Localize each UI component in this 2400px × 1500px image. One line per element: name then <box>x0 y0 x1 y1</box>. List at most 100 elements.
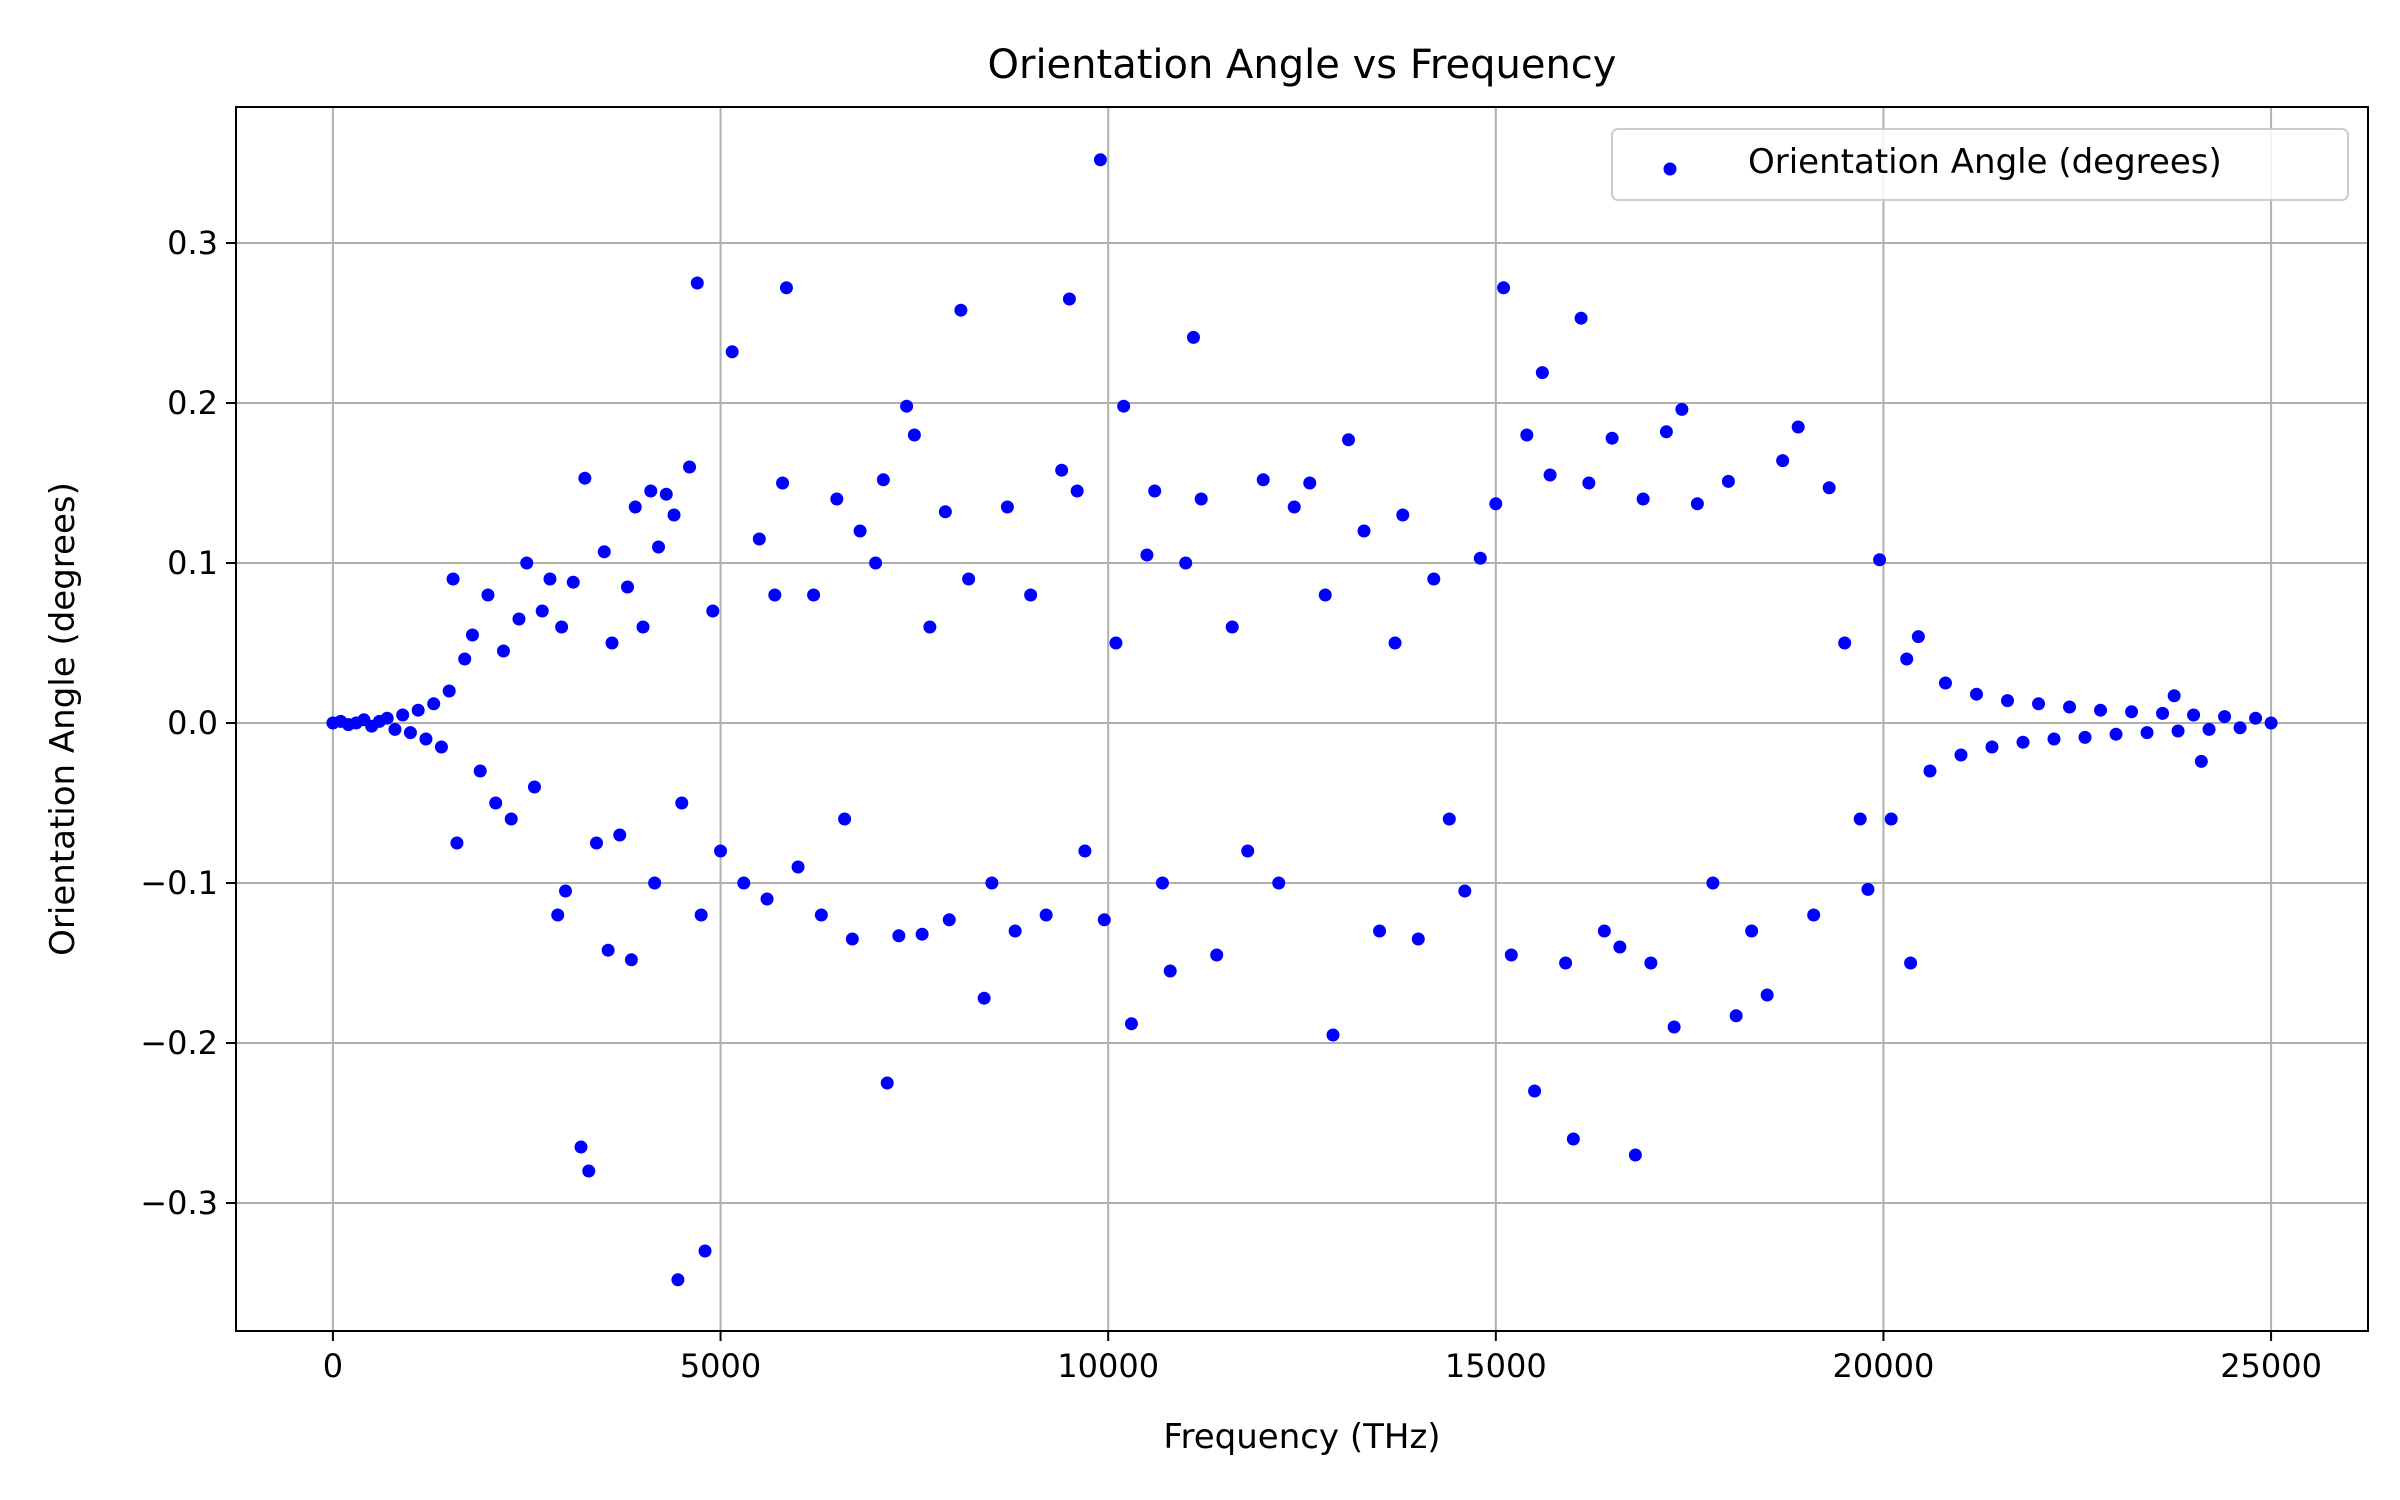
data-point <box>1210 948 1224 962</box>
data-point <box>1008 924 1022 938</box>
x-axis-label: Frequency (THz) <box>1163 1417 1440 1457</box>
data-point <box>566 575 580 589</box>
data-point <box>2249 711 2263 725</box>
data-point <box>853 524 867 538</box>
data-point <box>1706 876 1720 890</box>
data-point <box>590 836 604 850</box>
data-point <box>1559 956 1573 970</box>
data-point <box>2171 724 2185 738</box>
data-point <box>1566 1132 1580 1146</box>
data-point <box>1497 281 1511 295</box>
data-point <box>419 732 433 746</box>
data-point <box>582 1164 596 1178</box>
data-point <box>555 620 569 634</box>
data-point <box>489 796 503 810</box>
data-point <box>1000 500 1014 514</box>
data-point <box>1388 636 1402 650</box>
data-point <box>636 620 650 634</box>
data-point <box>1985 740 1999 754</box>
data-point <box>2194 754 2208 768</box>
data-point <box>1504 948 1518 962</box>
data-point <box>683 460 697 474</box>
data-point <box>1807 908 1821 922</box>
data-point <box>675 796 689 810</box>
data-point <box>648 876 662 890</box>
data-point <box>512 612 526 626</box>
data-point <box>1039 908 1053 922</box>
data-point <box>446 572 460 586</box>
data-point <box>1675 402 1689 416</box>
data-point <box>1659 425 1673 439</box>
data-point <box>838 812 852 826</box>
y-tick-label: −0.1 <box>140 864 218 902</box>
data-point <box>1256 473 1270 487</box>
data-point <box>690 276 704 290</box>
data-point <box>578 471 592 485</box>
data-point <box>1241 844 1255 858</box>
data-point <box>1628 1148 1642 1162</box>
data-point <box>1124 1017 1138 1031</box>
data-point <box>403 726 417 740</box>
data-point <box>1667 1020 1681 1034</box>
data-point <box>1904 956 1918 970</box>
data-point <box>1729 1009 1743 1023</box>
data-point <box>520 556 534 570</box>
data-point <box>597 545 611 559</box>
y-axis-label: Orientation Angle (degrees) <box>43 482 83 956</box>
data-point <box>2125 705 2139 719</box>
data-point <box>1272 876 1286 890</box>
data-point <box>411 703 425 717</box>
data-point <box>985 876 999 890</box>
data-point <box>1791 420 1805 434</box>
data-point <box>1140 548 1154 562</box>
data-point <box>694 908 708 922</box>
y-tick-label: −0.2 <box>140 1024 218 1062</box>
data-point <box>1109 636 1123 650</box>
data-point <box>2078 730 2092 744</box>
data-point <box>1900 652 1914 666</box>
data-point <box>1938 676 1952 690</box>
data-point <box>845 932 859 946</box>
data-point <box>1427 572 1441 586</box>
data-point <box>1721 474 1735 488</box>
data-point <box>659 487 673 501</box>
legend-marker <box>1663 162 1677 176</box>
data-point <box>1117 399 1131 413</box>
data-point <box>496 644 510 658</box>
data-point <box>450 836 464 850</box>
data-point <box>1287 500 1301 514</box>
data-point <box>671 1273 685 1287</box>
data-point <box>1644 956 1658 970</box>
data-point <box>869 556 883 570</box>
data-point <box>923 620 937 634</box>
data-point <box>2032 697 2046 711</box>
data-point <box>900 399 914 413</box>
data-point <box>1186 330 1200 344</box>
data-point <box>1745 924 1759 938</box>
data-point <box>1357 524 1371 538</box>
data-point <box>752 532 766 546</box>
data-point <box>427 697 441 711</box>
data-point <box>1873 553 1887 567</box>
data-point <box>1093 153 1107 167</box>
data-point <box>1062 292 1076 306</box>
data-point <box>2218 710 2232 724</box>
data-point <box>776 476 790 490</box>
data-point <box>760 892 774 906</box>
data-point <box>1853 812 1867 826</box>
grid <box>236 107 2368 1331</box>
data-point <box>1861 882 1875 896</box>
data-point <box>1473 551 1487 565</box>
data-point <box>2140 726 2154 740</box>
data-point <box>1148 484 1162 498</box>
x-tick-label: 0 <box>323 1347 343 1385</box>
data-point <box>1969 687 1983 701</box>
legend: Orientation Angle (degrees) <box>1611 128 2349 201</box>
scatter-points <box>326 153 2278 1287</box>
data-point <box>706 604 720 618</box>
data-point <box>1582 476 1596 490</box>
data-point <box>962 572 976 586</box>
data-point <box>624 953 638 967</box>
data-point <box>714 844 728 858</box>
